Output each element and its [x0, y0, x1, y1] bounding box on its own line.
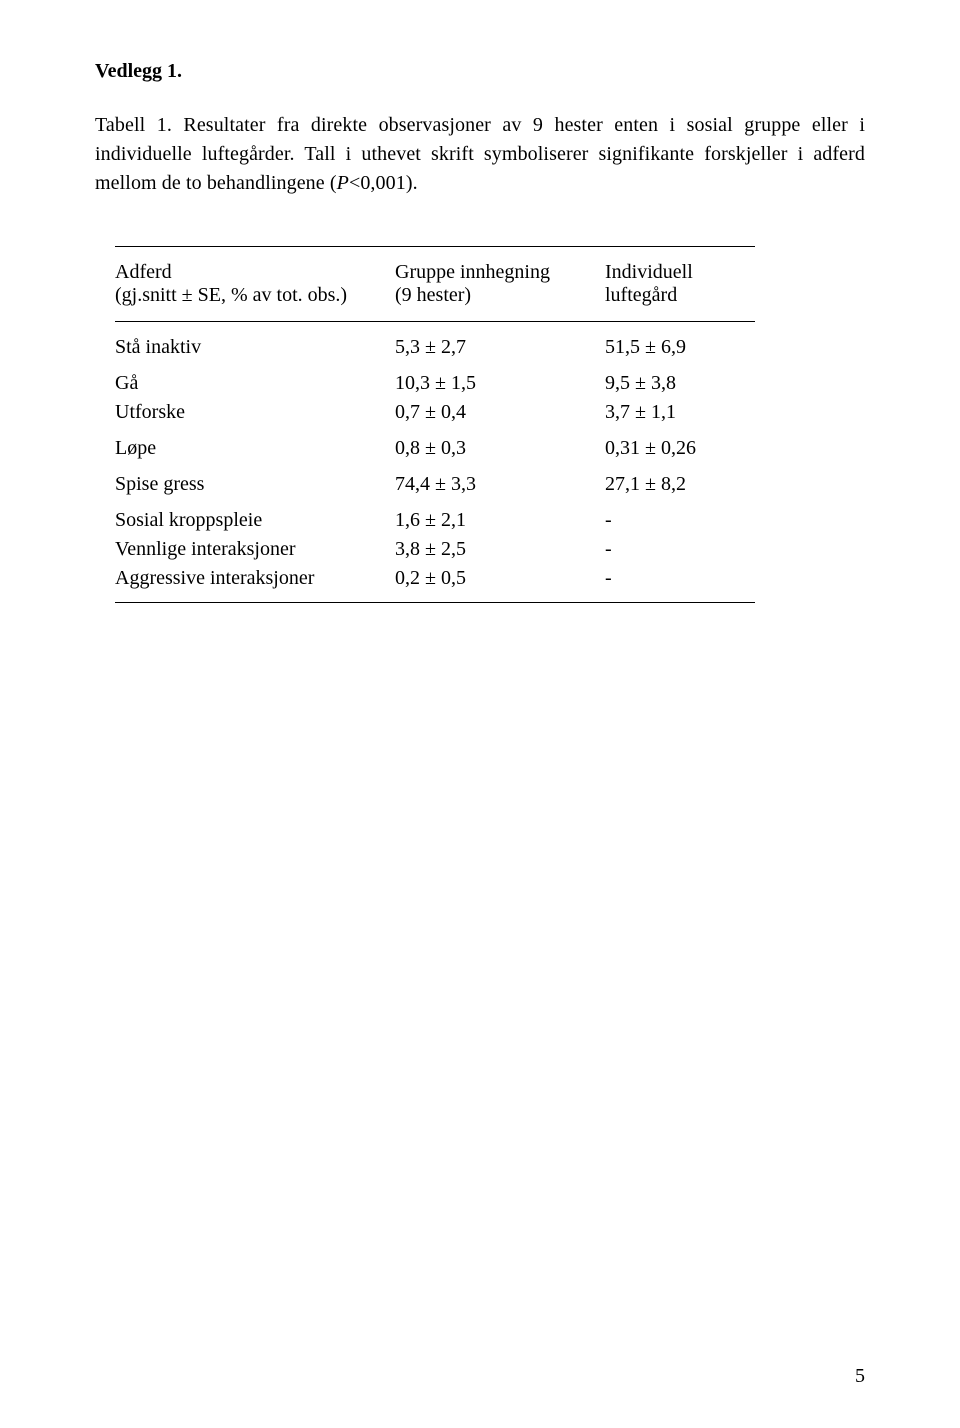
row-group-value: 0,2 ± 0,5 [395, 564, 605, 603]
row-group-value: 5,3 ± 2,7 [395, 322, 605, 370]
row-group-value: 0,8 ± 0,3 [395, 434, 605, 470]
row-label: Sosial kroppspleie [115, 506, 395, 535]
table-row: Utforske0,7 ± 0,43,7 ± 1,1 [115, 398, 755, 434]
header-col1-line2: (gj.snitt ± SE, % av tot. obs.) [115, 284, 395, 322]
row-group-value: 0,7 ± 0,4 [395, 398, 605, 434]
table-caption: Tabell 1. Resultater fra direkte observa… [95, 111, 865, 198]
row-group-value: 3,8 ± 2,5 [395, 535, 605, 564]
results-table: Adferd Gruppe innhegning Individuell (gj… [115, 246, 755, 603]
table-row: Aggressive interaksjoner0,2 ± 0,5- [115, 564, 755, 603]
row-label: Løpe [115, 434, 395, 470]
row-label: Utforske [115, 398, 395, 434]
row-individual-value: 3,7 ± 1,1 [605, 398, 755, 434]
table-row: Gå10,3 ± 1,59,5 ± 3,8 [115, 369, 755, 398]
row-group-value: 10,3 ± 1,5 [395, 369, 605, 398]
table-row: Stå inaktiv5,3 ± 2,751,5 ± 6,9 [115, 322, 755, 370]
row-label: Spise gress [115, 470, 395, 506]
row-individual-value: 0,31 ± 0,26 [605, 434, 755, 470]
table-row: Løpe0,8 ± 0,30,31 ± 0,26 [115, 434, 755, 470]
page-number: 5 [855, 1365, 865, 1388]
row-individual-value: 51,5 ± 6,9 [605, 322, 755, 370]
caption-italic: P [337, 172, 349, 194]
header-col3-line1: Individuell [605, 247, 755, 285]
table-row: Sosial kroppspleie1,6 ± 2,1- [115, 506, 755, 535]
header-col2-line1: Gruppe innhegning [395, 247, 605, 285]
table-body: Stå inaktiv5,3 ± 2,751,5 ± 6,9Gå10,3 ± 1… [115, 322, 755, 603]
row-individual-value: 27,1 ± 8,2 [605, 470, 755, 506]
row-label: Gå [115, 369, 395, 398]
header-col1-line1: Adferd [115, 247, 395, 285]
header-row-1: Adferd Gruppe innhegning Individuell [115, 247, 755, 285]
row-individual-value: 9,5 ± 3,8 [605, 369, 755, 398]
row-group-value: 74,4 ± 3,3 [395, 470, 605, 506]
row-label: Aggressive interaksjoner [115, 564, 395, 603]
heading: Vedlegg 1. [95, 60, 865, 83]
table-row: Spise gress74,4 ± 3,327,1 ± 8,2 [115, 470, 755, 506]
row-individual-value: - [605, 506, 755, 535]
row-group-value: 1,6 ± 2,1 [395, 506, 605, 535]
row-individual-value: - [605, 535, 755, 564]
header-row-2: (gj.snitt ± SE, % av tot. obs.) (9 heste… [115, 284, 755, 322]
table-row: Vennlige interaksjoner3,8 ± 2,5- [115, 535, 755, 564]
row-label: Vennlige interaksjoner [115, 535, 395, 564]
row-label: Stå inaktiv [115, 322, 395, 370]
page-container: Vedlegg 1. Tabell 1. Resultater fra dire… [0, 0, 960, 1428]
header-col3-line2: luftegård [605, 284, 755, 322]
caption-suffix: <0,001). [349, 172, 418, 194]
header-col2-line2: (9 hester) [395, 284, 605, 322]
caption-prefix: Tabell 1. Resultater fra direkte observa… [95, 114, 865, 194]
row-individual-value: - [605, 564, 755, 603]
